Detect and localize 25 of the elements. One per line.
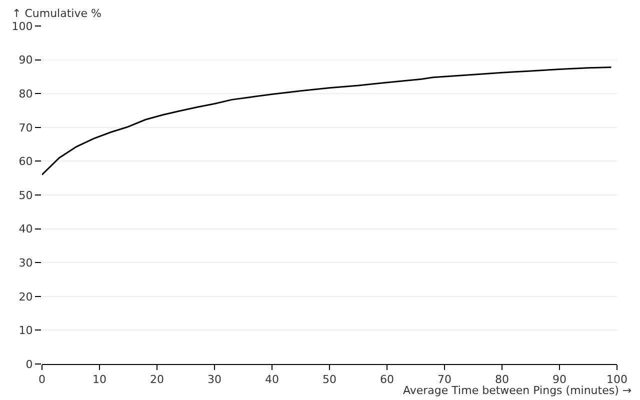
y-axis-title: ↑ Cumulative %	[12, 7, 102, 20]
y-tick-label: 80	[18, 87, 33, 100]
x-tick-label: 20	[150, 373, 164, 386]
x-tick-label: 50	[322, 373, 336, 386]
x-tick-label: 100	[606, 373, 628, 386]
x-tick-label: 30	[208, 373, 222, 386]
y-tick-label: 40	[18, 222, 33, 236]
y-tick-label: 90	[18, 54, 33, 67]
y-tick-label: 20	[18, 290, 33, 304]
y-tick-label: 60	[18, 155, 33, 168]
x-tick-label: 90	[552, 373, 566, 386]
x-tick-label: 60	[380, 373, 394, 386]
y-tick-label: 100	[12, 20, 33, 33]
y-tick-label: 30	[18, 256, 33, 270]
x-axis-title: Average Time between Pings (minutes) →	[403, 384, 632, 397]
line-series	[42, 66, 612, 176]
x-tick-label: 0	[38, 373, 46, 386]
x-tick-label: 70	[438, 373, 452, 386]
x-tick-label: 40	[265, 373, 279, 386]
y-tick-label: 70	[18, 121, 33, 134]
y-tick-label: 10	[18, 324, 33, 338]
x-tick-label: 80	[495, 373, 509, 386]
y-tick-label: 50	[18, 188, 33, 202]
y-tick-label: 0	[26, 358, 33, 371]
x-tick-label: 10	[92, 373, 106, 386]
